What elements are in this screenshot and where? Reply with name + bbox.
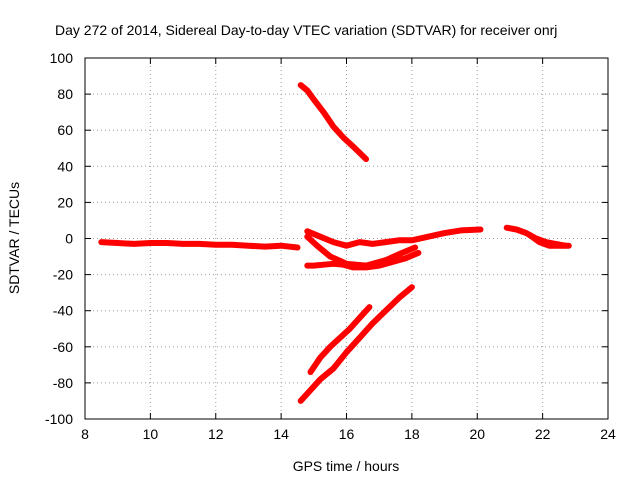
y-tick-label: 40 bbox=[57, 158, 73, 174]
series-line-5 bbox=[304, 233, 419, 269]
y-tick-label: -60 bbox=[53, 339, 73, 355]
x-tick-label: 8 bbox=[81, 426, 89, 442]
y-tick-label: 20 bbox=[57, 194, 73, 210]
x-tick-label: 22 bbox=[535, 426, 551, 442]
y-tick-label: 0 bbox=[65, 231, 73, 247]
x-axis-label: GPS time / hours bbox=[293, 458, 400, 474]
y-tick-label: -20 bbox=[53, 267, 73, 283]
x-tick-label: 24 bbox=[600, 426, 616, 442]
chart-title: Day 272 of 2014, Sidereal Day-to-day VTE… bbox=[55, 22, 557, 38]
series-line-1 bbox=[98, 239, 301, 251]
x-tick-label: 10 bbox=[143, 426, 159, 442]
y-tick-label: -80 bbox=[53, 375, 73, 391]
y-tick-label: 100 bbox=[50, 50, 74, 66]
x-tick-label: 12 bbox=[208, 426, 224, 442]
series-line-9 bbox=[307, 304, 373, 376]
series-line-4 bbox=[304, 226, 484, 249]
data-series-group bbox=[98, 82, 572, 404]
y-tick-label: 60 bbox=[57, 122, 73, 138]
x-tick-label: 18 bbox=[404, 426, 420, 442]
y-tick-label: 80 bbox=[57, 86, 73, 102]
x-tick-label: 14 bbox=[273, 426, 289, 442]
y-tick-label: -40 bbox=[53, 303, 73, 319]
series-line-8 bbox=[297, 284, 415, 404]
series-line-2 bbox=[297, 82, 370, 163]
x-tick-label: 20 bbox=[469, 426, 485, 442]
x-tick-label: 16 bbox=[339, 426, 355, 442]
y-axis-label: SDTVAR / TECUs bbox=[6, 182, 22, 294]
axis-ticks: 8 10 12 14 16 18 20 22 24 100 80 60 40 20 0 -20 -40 -60 -8… bbox=[45, 50, 616, 442]
series-line-7 bbox=[526, 231, 572, 249]
y-tick-label: -100 bbox=[45, 411, 73, 427]
